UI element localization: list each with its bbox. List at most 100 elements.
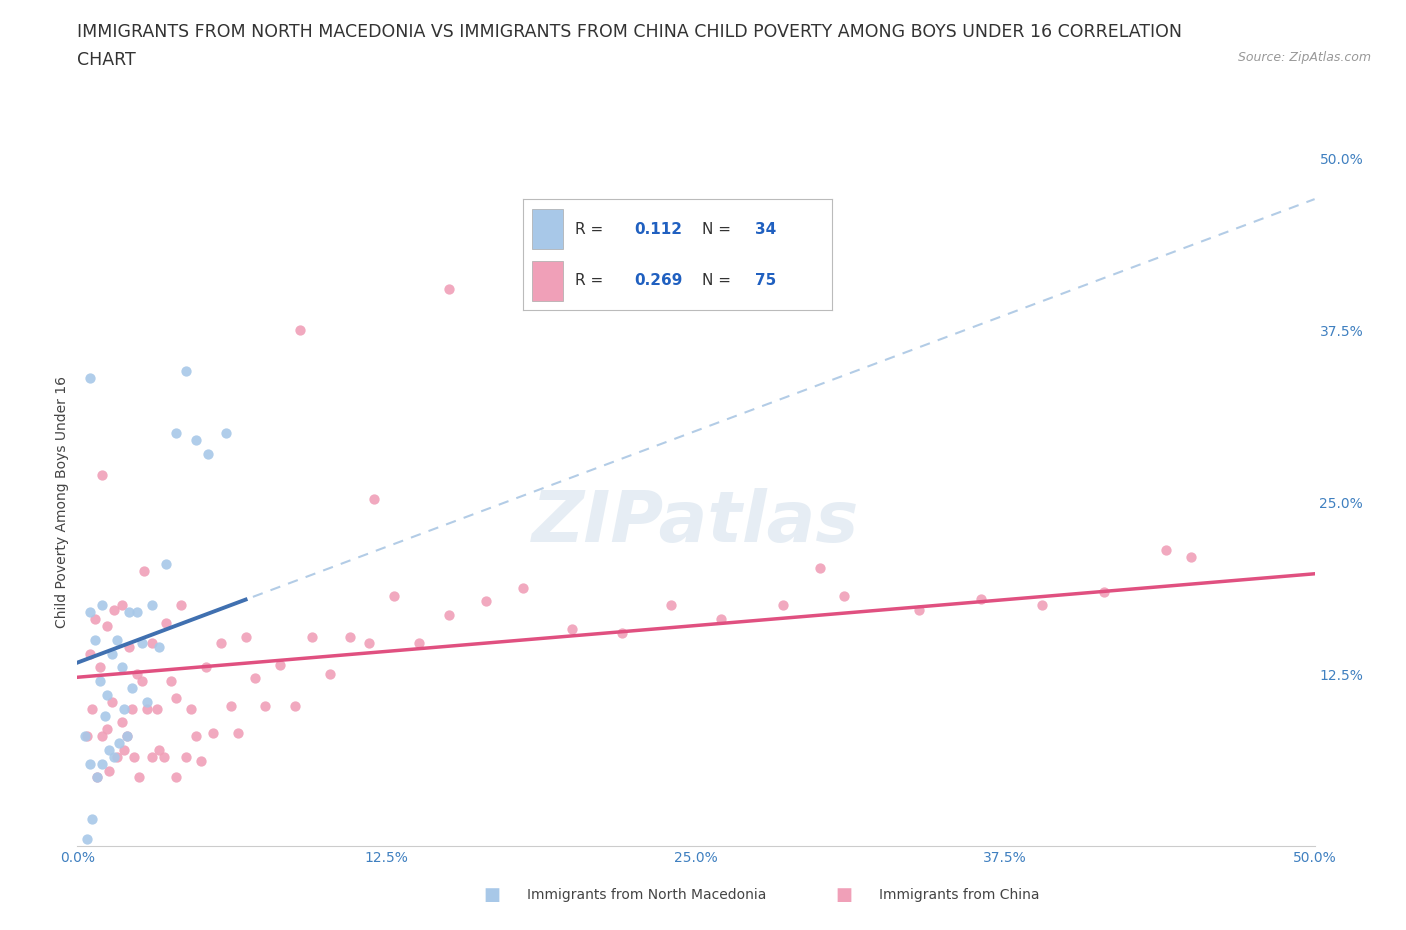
Point [118, 604, 141, 619]
Point [83, 612, 105, 627]
Point [141, 635, 163, 650]
Point [73, 729, 96, 744]
Point [98, 764, 121, 778]
Point [363, 492, 385, 507]
Text: 34: 34 [755, 221, 776, 236]
Point [512, 580, 534, 595]
Point [111, 660, 134, 675]
Point [1092, 584, 1115, 599]
Point [82, 811, 104, 826]
Point [245, 671, 267, 685]
Point [141, 750, 163, 764]
Point [91, 729, 114, 744]
Text: R =: R = [575, 221, 603, 236]
Point [111, 598, 134, 613]
Point [195, 660, 218, 675]
Point [83, 632, 105, 647]
Point [135, 701, 157, 716]
Point [659, 598, 682, 613]
Point [79, 371, 101, 386]
Point [131, 635, 153, 650]
Point [76, 832, 98, 847]
Point [160, 673, 183, 688]
FancyBboxPatch shape [531, 209, 562, 249]
Point [190, 753, 212, 768]
Point [145, 701, 167, 716]
Point [96, 618, 118, 633]
Point [184, 432, 207, 447]
Point [115, 729, 138, 744]
Y-axis label: Child Poverty Among Boys Under 16: Child Poverty Among Boys Under 16 [55, 377, 69, 628]
Point [288, 323, 311, 338]
Point [98, 742, 121, 757]
Text: N =: N = [702, 273, 731, 288]
Text: IMMIGRANTS FROM NORTH MACEDONIA VS IMMIGRANTS FROM CHINA CHILD POVERTY AMONG BOY: IMMIGRANTS FROM NORTH MACEDONIA VS IMMIG… [77, 23, 1182, 41]
Text: ZIPatlas: ZIPatlas [533, 488, 859, 557]
Point [93, 708, 115, 723]
Point [79, 756, 101, 771]
Text: 0.112: 0.112 [634, 221, 682, 236]
Point [148, 639, 170, 654]
Point [112, 742, 135, 757]
Point [202, 726, 225, 741]
Text: 75: 75 [755, 273, 776, 288]
Point [96, 687, 118, 702]
Point [79, 646, 101, 661]
Point [82, 701, 104, 716]
Point [437, 607, 460, 622]
Point [382, 589, 405, 604]
Point [907, 602, 929, 617]
Point [339, 630, 361, 644]
Point [108, 736, 131, 751]
Point [128, 770, 150, 785]
Point [105, 750, 128, 764]
Point [122, 750, 145, 764]
Point [254, 698, 277, 713]
Point [284, 698, 307, 713]
Point [141, 598, 163, 613]
Point [79, 604, 101, 619]
Text: ■: ■ [484, 885, 501, 904]
Text: Source: ZipAtlas.com: Source: ZipAtlas.com [1237, 51, 1371, 64]
Point [76, 729, 98, 744]
Point [174, 364, 197, 379]
Point [235, 630, 257, 644]
Point [103, 750, 125, 764]
Point [408, 635, 430, 650]
FancyBboxPatch shape [531, 261, 562, 300]
Point [219, 698, 242, 713]
Point [474, 594, 496, 609]
Point [165, 426, 187, 441]
Point [135, 695, 157, 710]
Text: 0.269: 0.269 [634, 273, 682, 288]
Point [131, 673, 153, 688]
Point [174, 750, 197, 764]
Text: R =: R = [575, 273, 603, 288]
Text: ■: ■ [835, 885, 852, 904]
Text: N =: N = [702, 221, 731, 236]
Point [96, 722, 118, 737]
Point [111, 715, 134, 730]
Point [134, 564, 156, 578]
Point [91, 756, 114, 771]
Point [91, 598, 114, 613]
Point [180, 701, 202, 716]
Point [101, 695, 124, 710]
Point [710, 612, 733, 627]
Point [148, 742, 170, 757]
Text: Immigrants from China: Immigrants from China [879, 887, 1039, 902]
Point [170, 598, 193, 613]
Point [772, 598, 794, 613]
Point [105, 632, 128, 647]
Text: CHART: CHART [77, 51, 136, 69]
Point [121, 701, 143, 716]
Point [155, 557, 177, 572]
Point [125, 604, 148, 619]
Point [437, 282, 460, 297]
Point [89, 660, 111, 675]
Point [118, 639, 141, 654]
Point [103, 602, 125, 617]
Point [86, 770, 108, 785]
Point [561, 621, 583, 636]
Point [1154, 543, 1177, 558]
